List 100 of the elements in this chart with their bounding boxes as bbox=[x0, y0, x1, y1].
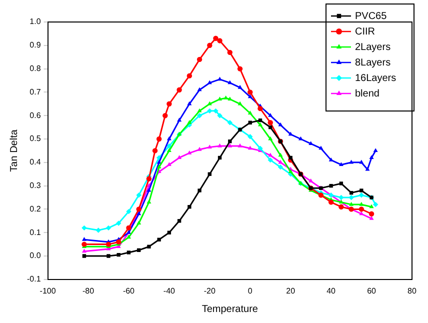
point bbox=[82, 237, 86, 241]
point bbox=[136, 192, 142, 198]
point bbox=[166, 101, 172, 106]
point bbox=[198, 188, 202, 192]
point bbox=[227, 120, 232, 126]
point bbox=[238, 143, 242, 148]
point bbox=[349, 160, 354, 164]
point bbox=[177, 155, 182, 160]
point bbox=[348, 194, 354, 200]
point bbox=[207, 101, 212, 106]
y-tick-label: 1.0 bbox=[30, 17, 42, 26]
point bbox=[162, 113, 168, 118]
point bbox=[106, 242, 112, 247]
point bbox=[237, 66, 243, 72]
point bbox=[146, 188, 152, 192]
y-tick-label: -0.1 bbox=[26, 274, 42, 284]
point bbox=[339, 182, 344, 186]
point bbox=[82, 225, 87, 231]
point bbox=[166, 136, 172, 140]
point bbox=[152, 148, 158, 154]
point bbox=[268, 157, 273, 163]
point bbox=[116, 252, 120, 257]
point bbox=[288, 132, 293, 136]
point bbox=[177, 219, 182, 223]
point bbox=[258, 106, 263, 112]
point bbox=[196, 113, 202, 118]
point bbox=[358, 192, 364, 198]
point bbox=[157, 238, 161, 242]
point bbox=[349, 202, 354, 206]
point bbox=[268, 113, 273, 117]
point bbox=[258, 122, 262, 126]
point bbox=[176, 87, 182, 92]
x-tick-label: 60 bbox=[367, 286, 377, 296]
point bbox=[166, 162, 172, 166]
point bbox=[106, 254, 110, 258]
point bbox=[137, 248, 141, 252]
x-tick-label: 80 bbox=[408, 286, 417, 296]
point bbox=[213, 108, 218, 114]
point bbox=[369, 155, 374, 160]
point bbox=[207, 144, 212, 148]
point bbox=[116, 239, 122, 245]
y-tick-label: 0.3 bbox=[30, 181, 42, 190]
point bbox=[228, 140, 232, 144]
point bbox=[188, 205, 192, 209]
x-tick-label: -60 bbox=[122, 286, 136, 296]
point bbox=[187, 120, 192, 124]
point bbox=[197, 146, 202, 151]
point bbox=[258, 118, 262, 122]
point bbox=[298, 136, 303, 140]
y-tick-label: 0.0 bbox=[30, 251, 42, 260]
point bbox=[268, 120, 273, 126]
point bbox=[147, 244, 151, 248]
y-tick-label: 0.1 bbox=[30, 228, 42, 237]
point bbox=[116, 220, 122, 226]
point bbox=[82, 242, 87, 247]
x-axis-title: Temperature bbox=[202, 304, 258, 315]
point bbox=[268, 136, 273, 140]
x-tick-label: 20 bbox=[286, 286, 296, 296]
point bbox=[288, 156, 292, 160]
x-tick-label: 40 bbox=[326, 286, 336, 296]
point bbox=[197, 87, 202, 92]
point bbox=[213, 36, 218, 41]
point bbox=[217, 113, 222, 118]
point bbox=[238, 101, 242, 106]
x-tick-label: -40 bbox=[163, 286, 176, 296]
point bbox=[106, 225, 112, 231]
point bbox=[373, 148, 378, 152]
point bbox=[126, 225, 132, 231]
point bbox=[146, 200, 152, 204]
y-tick-label: 0.5 bbox=[30, 134, 42, 144]
point bbox=[318, 146, 324, 150]
point bbox=[207, 80, 212, 84]
y-tick-label: 0.6 bbox=[30, 110, 42, 120]
point bbox=[268, 152, 273, 157]
legend-label: 2Layers bbox=[355, 42, 391, 53]
point bbox=[278, 122, 283, 126]
legend-label: CIIR bbox=[355, 26, 375, 38]
x-tick-label: -20 bbox=[204, 286, 216, 296]
y-tick-label: 0.7 bbox=[30, 87, 42, 96]
point bbox=[96, 228, 101, 233]
point bbox=[218, 96, 222, 101]
point bbox=[166, 148, 172, 152]
point bbox=[278, 164, 284, 170]
point bbox=[369, 204, 374, 208]
point bbox=[248, 120, 252, 124]
point bbox=[278, 152, 283, 157]
point bbox=[136, 220, 142, 225]
legend-label: 8Layers bbox=[355, 57, 391, 68]
point bbox=[126, 234, 131, 239]
point bbox=[288, 169, 293, 174]
point bbox=[349, 190, 354, 195]
y-tick-label: 0.4 bbox=[30, 158, 42, 167]
point bbox=[258, 146, 263, 151]
point bbox=[338, 194, 344, 200]
point bbox=[82, 254, 86, 258]
point bbox=[187, 101, 192, 106]
point bbox=[126, 250, 131, 254]
point bbox=[360, 188, 364, 192]
point bbox=[329, 184, 333, 188]
y-tick-label: 0.2 bbox=[30, 204, 42, 214]
